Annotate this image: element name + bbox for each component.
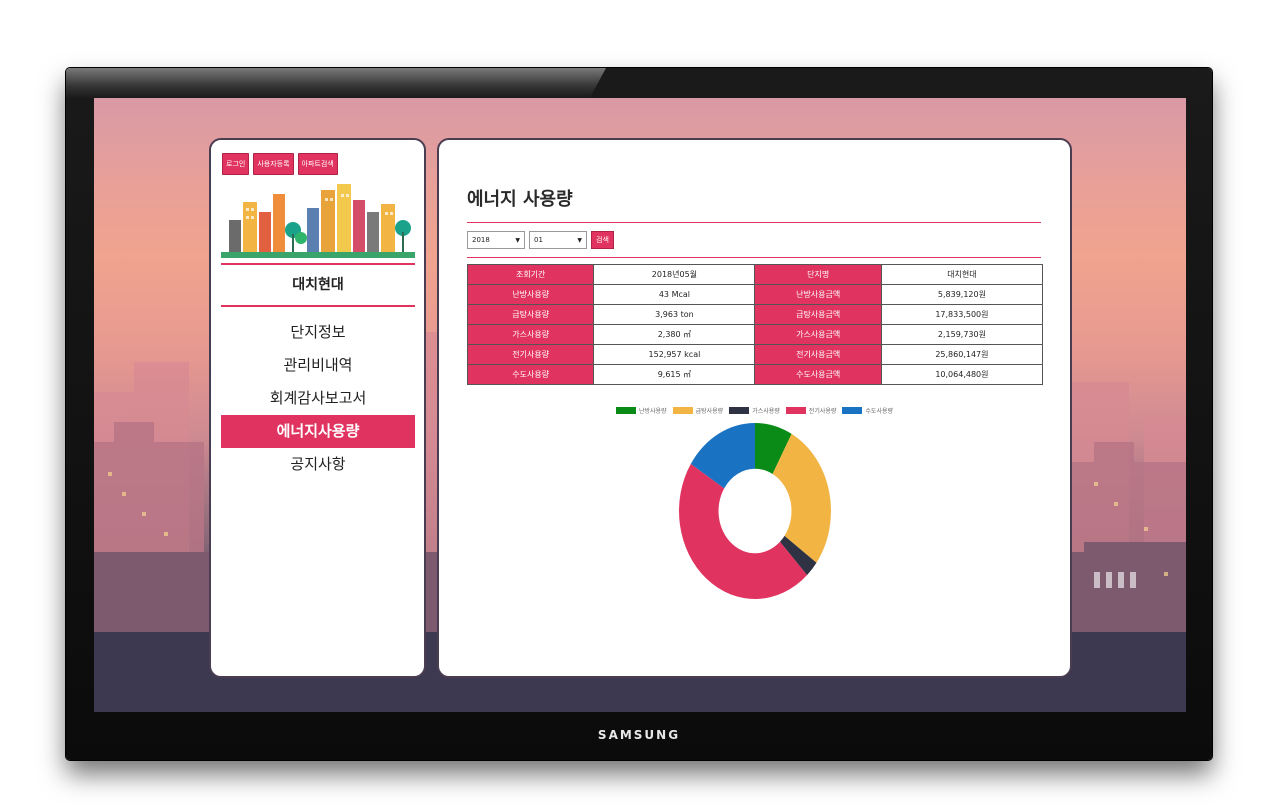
energy-donut-chart (679, 423, 831, 599)
table-row: 전기사용량 152,957 kcal 전기사용금액 25,860,147원 (466, 344, 1044, 365)
chevron-down-icon: ▼ (515, 236, 520, 244)
table-value-cell: 2,159,730원 (880, 324, 1044, 345)
legend-label: 급탕사용량 (695, 408, 724, 415)
nav-item-complex-info[interactable]: 단지정보 (290, 323, 346, 341)
legend-item-hot-water[interactable]: 급탕사용량 (672, 406, 724, 415)
legend-item-heating[interactable]: 난방사용량 (615, 406, 667, 415)
legend-label: 가스사용량 (752, 408, 780, 415)
login-button[interactable]: 로그인 (222, 153, 250, 175)
screen: 로그인 사용자등록 아파트검색 (94, 98, 1186, 712)
title-divider (467, 222, 1041, 223)
donut-slice-gas[interactable] (779, 535, 817, 576)
table-label-cell: 조회기간 (466, 264, 595, 285)
month-select[interactable]: 01 ▼ (529, 231, 587, 249)
table-value-cell: 10,064,480원 (880, 364, 1044, 385)
sidebar-panel: 로그인 사용자등록 아파트검색 (209, 138, 426, 678)
filter-divider (467, 257, 1041, 258)
table-label-cell: 난방사용금액 (754, 284, 882, 305)
legend-item-gas[interactable]: 가스사용량 (729, 406, 780, 415)
table-row: 난방사용량 43 Mcal 난방사용금액 5,839,120원 (466, 284, 1044, 305)
legend-swatch (729, 407, 750, 414)
year-select-value: 2018 (472, 236, 490, 244)
sidebar-divider-top (221, 263, 415, 265)
legend-swatch (672, 407, 693, 414)
legend-item-electric[interactable]: 전기사용량 (785, 406, 837, 415)
table-value-cell: 152,957 kcal (593, 344, 756, 365)
donut-slice-electric[interactable] (679, 463, 808, 599)
top-button-group: 로그인 사용자등록 아파트검색 (222, 153, 338, 175)
table-label-cell: 전기사용금액 (754, 344, 882, 365)
table-label-cell: 수도사용량 (466, 364, 595, 385)
register-user-button[interactable]: 사용자등록 (253, 153, 294, 175)
page-title: 에너지 사용량 (467, 189, 573, 210)
table-row: 수도사용량 9,615 ㎥ 수도사용금액 10,064,480원 (466, 364, 1044, 385)
energy-usage-table: 조회기간 2018년05월 단지명 대치현대 난방사용량 43 Mcal 난방사용금액 5,8… (466, 264, 1044, 385)
legend-item-water[interactable]: 수도사용량 (842, 406, 893, 415)
donut-slice-heating[interactable] (755, 423, 792, 474)
city-logo-image (221, 184, 415, 258)
search-button[interactable]: 검색 (591, 231, 614, 249)
table-value-cell: 3,963 ton (593, 304, 756, 325)
table-value-cell: 17,833,500원 (880, 304, 1044, 325)
legend-label: 난방사용량 (638, 408, 667, 415)
donut-slice-hot-water[interactable] (772, 433, 831, 563)
table-label-cell: 수도사용금액 (754, 364, 882, 385)
table-label-cell: 전기사용량 (466, 344, 595, 365)
table-label-cell: 급탕사용량 (466, 304, 595, 325)
sidebar-nav: 단지정보 관리비내역 회계감사보고서 에너지사용량 공지사항 (221, 316, 415, 481)
table-label-cell: 가스사용량 (466, 324, 595, 345)
table-value-cell: 2018년05월 (593, 264, 756, 285)
tv-gloss (66, 68, 606, 98)
filter-bar: 2018 ▼ 01 ▼ 검색 (467, 231, 614, 249)
legend-swatch (842, 407, 863, 414)
table-value-cell: 25,860,147원 (880, 344, 1044, 365)
complex-name: 대치현대 (292, 277, 344, 293)
legend-label: 전기사용량 (808, 408, 837, 415)
sidebar-divider-bottom (221, 305, 415, 307)
table-value-cell: 대치현대 (880, 264, 1044, 285)
table-row: 가스사용량 2,380 ㎥ 가스사용금액 2,159,730원 (466, 324, 1044, 345)
nav-item-management-fee[interactable]: 관리비내역 (283, 356, 353, 374)
table-value-cell: 2,380 ㎥ (593, 324, 756, 345)
table-value-cell: 43 Mcal (593, 284, 756, 305)
main-panel: 에너지 사용량 2018 ▼ 01 ▼ 검색 조회기간 2018년05월 단지명 대치… (437, 138, 1072, 678)
tv-brand-logo: SAMSUNG (597, 728, 681, 742)
nav-item-audit-report[interactable]: 회계감사보고서 (269, 389, 367, 407)
table-row: 급탕사용량 3,963 ton 급탕사용금액 17,833,500원 (466, 304, 1044, 325)
table-row: 조회기간 2018년05월 단지명 대치현대 (466, 264, 1044, 285)
nav-item-notices[interactable]: 공지사항 (290, 455, 346, 473)
legend-swatch (615, 407, 636, 414)
table-label-cell: 단지명 (754, 264, 882, 285)
nav-item-energy-usage[interactable]: 에너지사용량 (221, 415, 415, 448)
chevron-down-icon: ▼ (577, 236, 582, 244)
chart-legend: 난방사용량 급탕사용량 가스사용량 전기사용량 수도사용량 (439, 406, 1070, 415)
apartment-search-button[interactable]: 아파트검색 (297, 153, 338, 175)
year-select[interactable]: 2018 ▼ (467, 231, 525, 249)
table-value-cell: 9,615 ㎥ (593, 364, 756, 385)
donut-slice-water[interactable] (690, 423, 755, 489)
table-label-cell: 급탕사용금액 (754, 304, 882, 325)
table-value-cell: 5,839,120원 (880, 284, 1044, 305)
legend-label: 수도사용량 (865, 408, 894, 415)
table-label-cell: 난방사용량 (466, 284, 595, 305)
legend-swatch (785, 407, 806, 414)
table-label-cell: 가스사용금액 (754, 324, 882, 345)
month-select-value: 01 (534, 236, 543, 244)
